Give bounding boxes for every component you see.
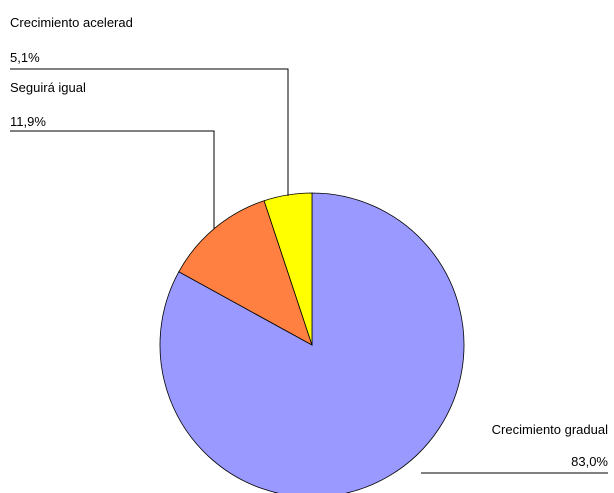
slice-label-crecimiento-acelerad: Crecimiento acelerad: [10, 15, 133, 30]
slice-label-seguira-igual: Seguirá igual: [10, 80, 86, 95]
leader-line-seguira-igual: [10, 130, 215, 229]
slice-value-seguira-igual: 11,9%: [10, 114, 46, 129]
pie-slice-crecimiento-gradual: [159, 192, 465, 493]
pie-slices: [159, 192, 465, 493]
slice-label-crecimiento-gradual: Crecimiento gradual: [492, 422, 608, 437]
pie-slice-seguira-igual: [178, 200, 313, 346]
slice-value-crecimiento-gradual: 83,0%: [571, 454, 608, 469]
leader-line-crecimiento-acelerad: [10, 68, 289, 196]
slice-value-crecimiento-acelerad: 5,1%: [10, 50, 40, 65]
